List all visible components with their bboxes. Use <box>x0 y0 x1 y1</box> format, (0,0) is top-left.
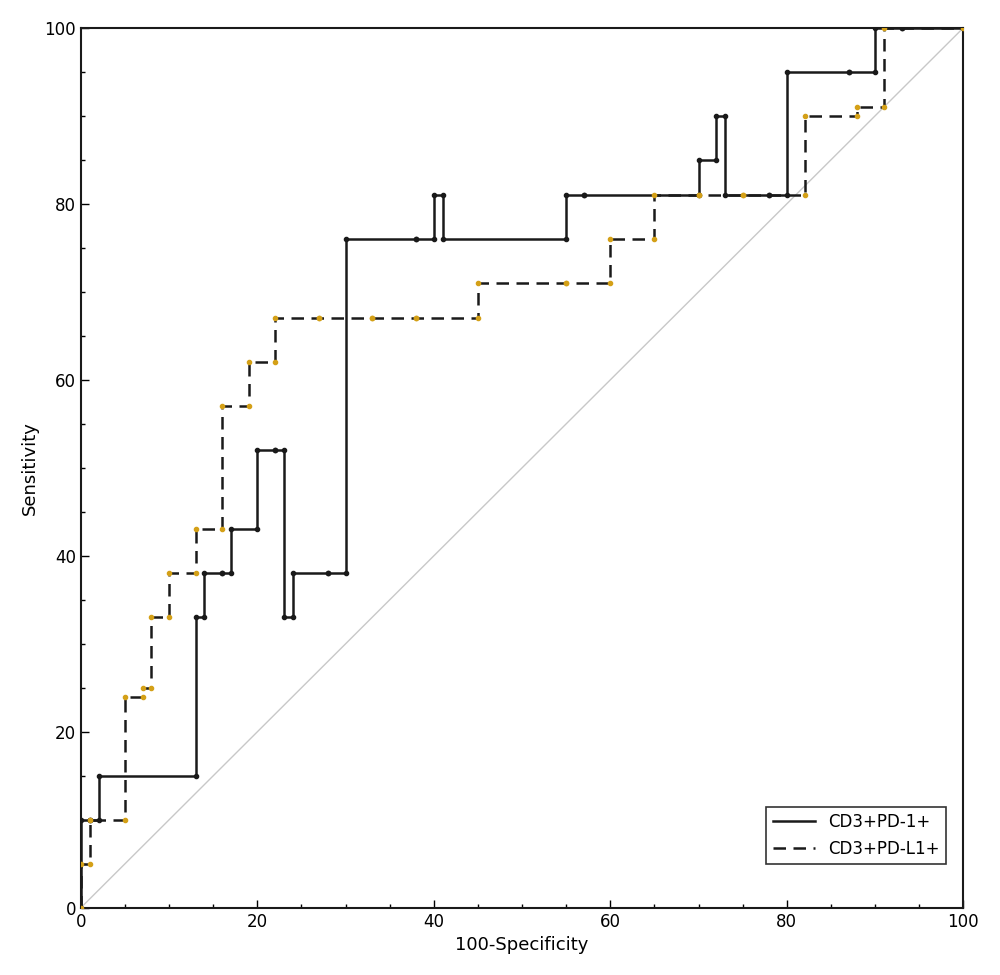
Y-axis label: Sensitivity: Sensitivity <box>21 421 39 515</box>
CD3+PD-L1+ <box>243 356 255 368</box>
CD3+PD-L1+ <box>75 858 87 870</box>
CD3+PD-L1+ <box>84 814 96 826</box>
CD3+PD-1+ <box>437 233 449 245</box>
CD3+PD-L1+ <box>190 567 202 579</box>
CD3+PD-L1+ <box>799 110 811 122</box>
CD3+PD-L1+ <box>851 101 863 113</box>
CD3+PD-1+ <box>869 22 881 34</box>
CD3+PD-L1+ <box>163 611 175 623</box>
CD3+PD-L1+ <box>799 189 811 201</box>
CD3+PD-L1+ <box>737 189 749 201</box>
X-axis label: 100-Specificity: 100-Specificity <box>455 936 589 955</box>
CD3+PD-1+ <box>560 189 572 201</box>
CD3+PD-L1+ <box>269 356 281 368</box>
CD3+PD-1+ <box>957 22 969 34</box>
CD3+PD-L1+ <box>693 189 705 201</box>
CD3+PD-L1+ <box>604 277 616 289</box>
Line: CD3+PD-1+: CD3+PD-1+ <box>79 25 965 910</box>
CD3+PD-L1+ <box>163 567 175 579</box>
CD3+PD-L1+ <box>190 524 202 535</box>
CD3+PD-L1+ <box>878 22 890 34</box>
CD3+PD-1+ <box>719 110 731 122</box>
CD3+PD-1+ <box>251 524 263 535</box>
CD3+PD-L1+ <box>216 401 228 412</box>
CD3+PD-L1+ <box>137 690 149 702</box>
CD3+PD-1+ <box>75 902 87 914</box>
CD3+PD-L1+ <box>472 312 484 324</box>
CD3+PD-L1+ <box>269 312 281 324</box>
CD3+PD-L1+ <box>648 233 660 245</box>
CD3+PD-L1+ <box>313 312 325 324</box>
Legend: CD3+PD-1+, CD3+PD-L1+: CD3+PD-1+, CD3+PD-L1+ <box>766 806 946 864</box>
CD3+PD-L1+ <box>560 277 572 289</box>
CD3+PD-L1+ <box>119 814 131 826</box>
CD3+PD-L1+ <box>693 189 705 201</box>
CD3+PD-L1+ <box>957 22 969 34</box>
Line: CD3+PD-L1+: CD3+PD-L1+ <box>79 25 965 910</box>
CD3+PD-L1+ <box>410 312 422 324</box>
CD3+PD-L1+ <box>472 277 484 289</box>
CD3+PD-L1+ <box>560 277 572 289</box>
CD3+PD-L1+ <box>851 110 863 122</box>
CD3+PD-L1+ <box>410 312 422 324</box>
CD3+PD-1+ <box>437 189 449 201</box>
CD3+PD-L1+ <box>84 858 96 870</box>
CD3+PD-L1+ <box>145 611 157 623</box>
CD3+PD-L1+ <box>243 401 255 412</box>
CD3+PD-L1+ <box>313 312 325 324</box>
CD3+PD-L1+ <box>145 682 157 693</box>
CD3+PD-L1+ <box>878 101 890 113</box>
CD3+PD-L1+ <box>366 312 378 324</box>
CD3+PD-1+ <box>843 66 855 78</box>
CD3+PD-L1+ <box>75 902 87 914</box>
CD3+PD-L1+ <box>216 524 228 535</box>
CD3+PD-L1+ <box>737 189 749 201</box>
CD3+PD-L1+ <box>119 690 131 702</box>
CD3+PD-L1+ <box>604 233 616 245</box>
CD3+PD-L1+ <box>366 312 378 324</box>
CD3+PD-L1+ <box>648 189 660 201</box>
CD3+PD-L1+ <box>137 682 149 693</box>
